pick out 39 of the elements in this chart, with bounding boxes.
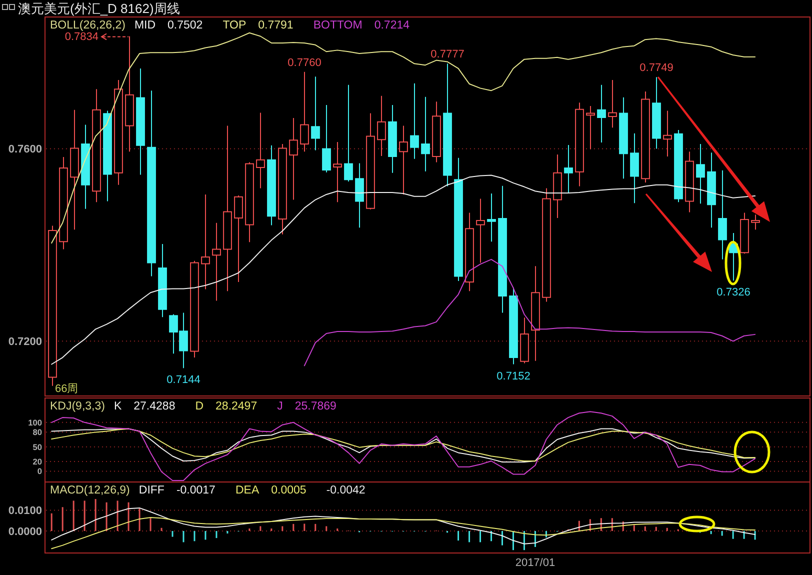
annotation: 0.7214 (374, 20, 410, 32)
chart-title: 澳元美元(外汇_D 8162)周线 (18, 1, 180, 16)
series-label: J (277, 400, 283, 412)
text: D (195, 400, 204, 412)
y-tick-label: 0.7600 (8, 144, 42, 156)
annotation: 0.7834 (64, 31, 98, 44)
annotation: 0.7749 (640, 62, 674, 74)
series-label: DIFF (138, 484, 164, 496)
annotation: 25.7869 (294, 400, 336, 412)
annotation: 0.7144 (166, 374, 200, 386)
text: MID (134, 20, 156, 32)
legend-title: KDJ(9,3,3) (50, 400, 106, 412)
annotation: 66周 (55, 383, 78, 395)
annotation: -0.0017 (176, 484, 216, 496)
y-tick-label: 0 (37, 466, 42, 476)
text: BOTTOM (313, 20, 362, 32)
legend-title: MACD(12,26,9) (50, 484, 130, 496)
annotation: 0.7791 (258, 20, 294, 32)
annotation: 28.2497 (216, 400, 258, 412)
legend-title: BOLL(26,26,2) (50, 20, 126, 32)
annotation: 0.7777 (430, 48, 464, 61)
annotation: 0.7502 (168, 20, 203, 32)
annotation: 0.0005 (271, 484, 306, 496)
annotation: 0.7152 (496, 370, 530, 382)
y-tick-label: 80 (32, 427, 42, 438)
x-tick-label: 2017/01 (515, 557, 556, 569)
y-tick-label: 0.0100 (8, 505, 42, 518)
y-tick-label: 0.7200 (8, 336, 42, 348)
annotation: 0.7326 (716, 286, 750, 299)
series-label: K (114, 400, 122, 412)
annotation: -0.0042 (326, 484, 366, 496)
y-tick-label: 50 (32, 442, 42, 452)
y-tick-label: 20 (32, 456, 42, 466)
y-tick-label: 0.0000 (8, 526, 42, 538)
annotation: 27.4288 (134, 400, 176, 412)
text: DEA (235, 484, 260, 496)
y-tick-label: 100 (28, 417, 42, 428)
annotation: 0.7760 (288, 56, 322, 69)
series-label: TOP (222, 20, 246, 32)
